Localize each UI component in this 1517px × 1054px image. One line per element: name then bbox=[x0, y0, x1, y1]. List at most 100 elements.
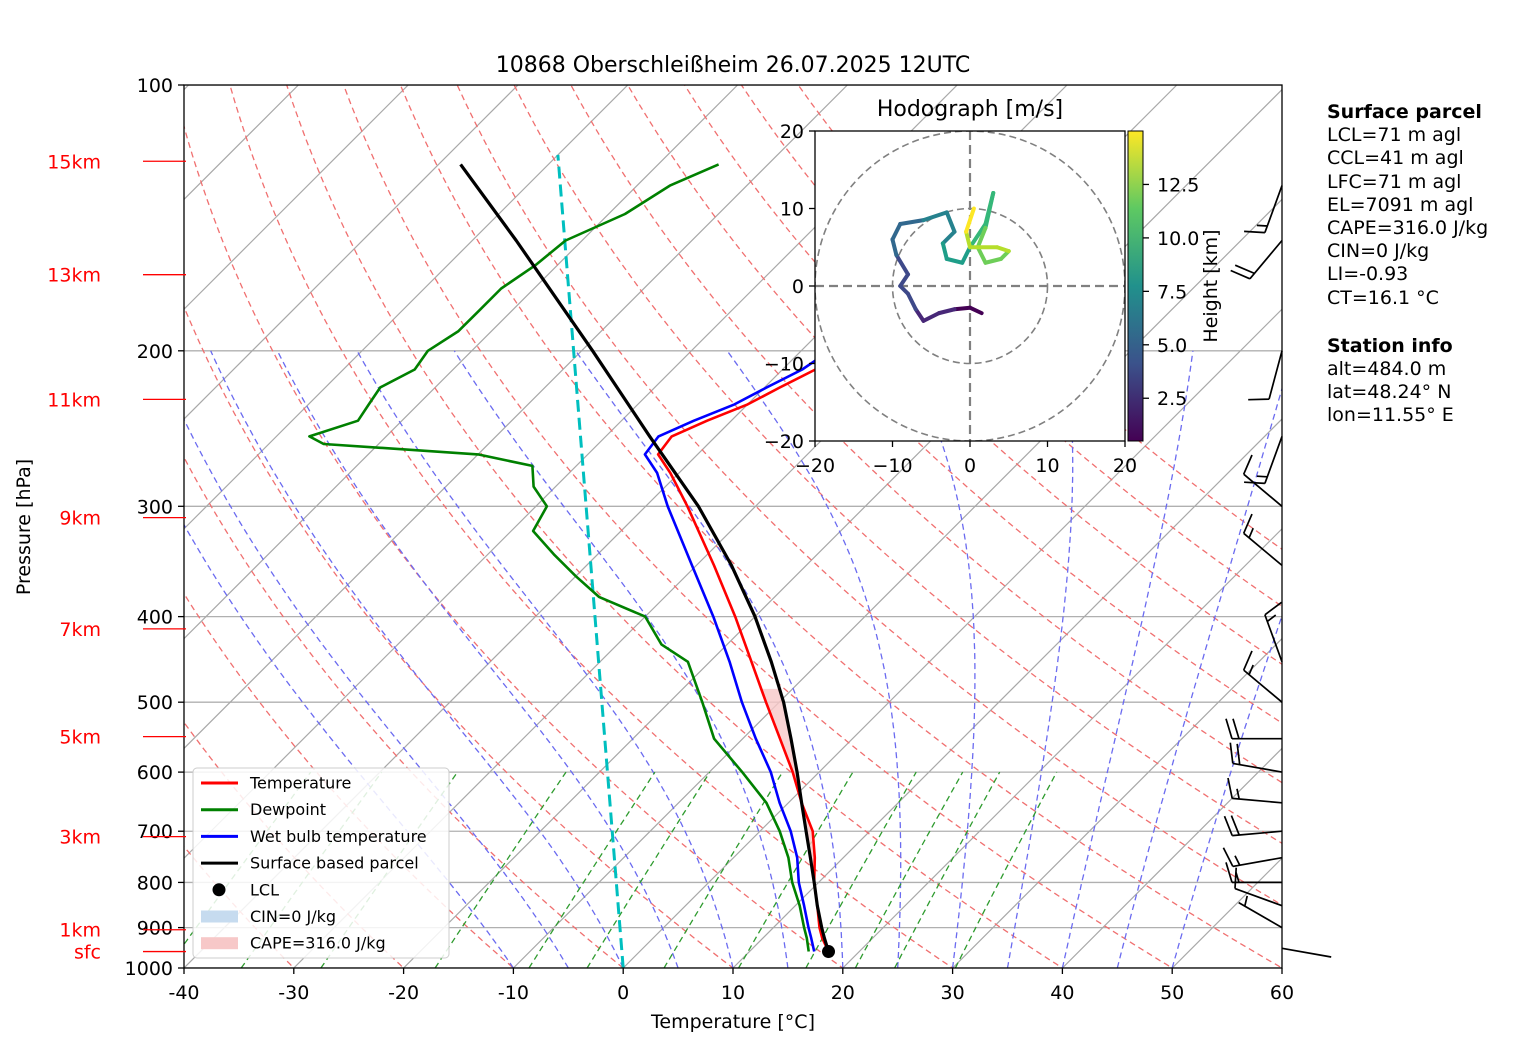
hodograph-segment bbox=[975, 245, 988, 265]
legend-swatch bbox=[201, 910, 238, 923]
dry-adiabat bbox=[184, 124, 844, 968]
legend-label: Temperature bbox=[249, 774, 351, 793]
colorbar-ticks: 2.5 5.0 7.5 10.0 12.5 bbox=[1143, 174, 1199, 410]
lcl-marker-group bbox=[822, 945, 836, 959]
isotherm-gridline bbox=[842, 527, 1282, 968]
hodograph-y-tick-label: 10 bbox=[780, 199, 804, 221]
hodograph-x-tick-label: 20 bbox=[1113, 455, 1137, 477]
height-marker-label: 13km bbox=[47, 265, 101, 287]
hodograph-segment bbox=[968, 222, 988, 250]
wind-barb bbox=[1242, 454, 1283, 507]
parcel-stat: CIN=0 J/kg bbox=[1327, 240, 1430, 263]
hodograph-segment bbox=[968, 305, 984, 316]
isotherm-gridline bbox=[622, 308, 1282, 968]
isotherm-gridline bbox=[184, 85, 519, 420]
hodograph-x-tick-label: 0 bbox=[964, 455, 976, 477]
ccl-line bbox=[556, 154, 625, 968]
colorbar-tick-label: 2.5 bbox=[1157, 388, 1187, 410]
parcel-info-panel: Surface parcel LCL=71 m agl CCL=41 m agl… bbox=[1327, 101, 1512, 428]
x-axis-label: Temperature [°C] bbox=[650, 1011, 815, 1033]
moist-adiabat bbox=[356, 350, 734, 968]
legend-label: Surface based parcel bbox=[250, 854, 419, 873]
height-marker-label: 15km bbox=[47, 151, 101, 173]
station-info-heading: Station info bbox=[1327, 334, 1453, 357]
chart-title: 10868 Oberschleißheim 26.07.2025 12UTC bbox=[496, 53, 971, 78]
wind-barb bbox=[1230, 239, 1283, 280]
surface-parcel-heading: Surface parcel bbox=[1327, 101, 1482, 123]
dry-adiabat bbox=[399, 85, 1282, 968]
height-marker-label: 7km bbox=[59, 619, 101, 641]
legend: Temperature Dewpoint Wet bulb temperature S… bbox=[192, 767, 450, 959]
dry-adiabat bbox=[456, 85, 1282, 906]
wind-barb bbox=[1229, 742, 1283, 773]
x-tick-label: -10 bbox=[498, 982, 529, 1004]
hodograph-segment bbox=[995, 245, 1011, 254]
y-tick-label: 200 bbox=[137, 341, 173, 363]
y-tick-label: 800 bbox=[137, 872, 173, 894]
hodograph-segment bbox=[890, 237, 899, 257]
legend-label: CIN=0 J/kg bbox=[250, 907, 336, 926]
isotherm-gridline bbox=[184, 85, 629, 530]
x-tick-label: 50 bbox=[1160, 982, 1184, 1004]
hodograph-segment bbox=[964, 229, 972, 250]
isotherm-gridline bbox=[952, 637, 1282, 968]
dry-adiabat bbox=[184, 455, 625, 968]
parcel-stat: CT=16.1 °C bbox=[1327, 286, 1439, 309]
hodograph-segment bbox=[940, 229, 957, 246]
station-stat: lat=48.24° N bbox=[1327, 381, 1452, 404]
x-tick-label: 30 bbox=[941, 982, 965, 1004]
y-tick-label: 500 bbox=[137, 692, 173, 714]
hodograph-segment bbox=[952, 305, 972, 312]
wind-barbs bbox=[1222, 185, 1332, 958]
hodograph-x-tick-label: −10 bbox=[872, 455, 912, 477]
wind-barb bbox=[1227, 777, 1283, 804]
height-marker-label: 3km bbox=[59, 827, 101, 849]
y-tick-label: 300 bbox=[137, 496, 173, 518]
x-tick-label: -30 bbox=[278, 982, 309, 1004]
parcel-stat: LFC=71 m agl bbox=[1327, 170, 1462, 193]
hodograph-segment bbox=[960, 245, 972, 265]
hodograph-segment bbox=[964, 206, 976, 234]
parcel-stat: CAPE=316.0 J/kg bbox=[1327, 217, 1489, 240]
y-axis-ticks: 100 200 300 400 500 600 700 800 900 1000 bbox=[125, 75, 184, 980]
hodograph-y-tick-label: −20 bbox=[764, 431, 804, 453]
wind-barb bbox=[1238, 895, 1283, 929]
y-tick-label: 400 bbox=[137, 607, 173, 629]
hodograph-segment bbox=[937, 307, 957, 316]
y-tick-label: 900 bbox=[137, 918, 173, 940]
mixing-ratio-line bbox=[663, 771, 784, 968]
hodograph-segment bbox=[890, 222, 903, 242]
hodograph-segment bbox=[975, 225, 988, 250]
mixing-ratio-line bbox=[894, 771, 1001, 968]
hodograph-segment bbox=[944, 210, 957, 234]
y-tick-label: 100 bbox=[137, 75, 173, 97]
wind-barb bbox=[1244, 185, 1283, 234]
x-tick-label: 20 bbox=[831, 982, 855, 1004]
hodograph-segment bbox=[983, 191, 996, 230]
x-tick-label: 10 bbox=[721, 982, 745, 1004]
moist-adiabat bbox=[726, 350, 902, 968]
lcl-marker bbox=[822, 945, 836, 959]
wind-barb bbox=[1242, 650, 1283, 703]
legend-label: Dewpoint bbox=[250, 800, 326, 819]
wind-barb bbox=[1264, 601, 1283, 663]
hodograph-segment bbox=[906, 291, 918, 312]
hodograph-colorbar bbox=[1127, 130, 1144, 442]
hodograph-segment bbox=[983, 256, 1003, 265]
x-tick-label: 40 bbox=[1050, 982, 1074, 1004]
hodograph-segment bbox=[940, 241, 949, 261]
moist-adiabat bbox=[210, 350, 624, 968]
hodograph-y-tick-label: −10 bbox=[764, 354, 804, 376]
colorbar-label: Height [km] bbox=[1200, 229, 1222, 342]
moist-adiabat bbox=[901, 350, 976, 968]
moist-adiabat bbox=[1006, 350, 1074, 968]
moist-adiabat bbox=[276, 350, 679, 968]
dry-adiabat bbox=[229, 85, 954, 968]
legend-swatch bbox=[212, 883, 226, 897]
legend-swatch bbox=[201, 937, 238, 950]
mixing-ratio-line bbox=[954, 771, 1058, 968]
hodograph-segment bbox=[944, 256, 965, 265]
wind-barb bbox=[1234, 867, 1283, 907]
